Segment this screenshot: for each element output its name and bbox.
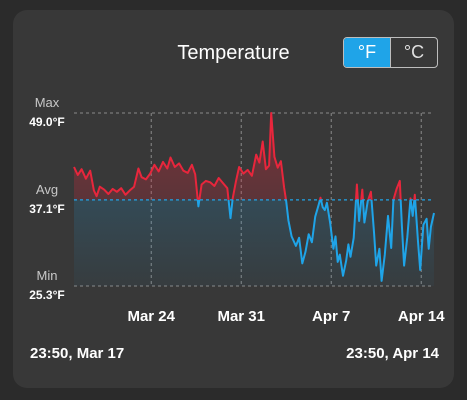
y-marker-value: 49.0°F (29, 115, 64, 129)
chart-title: Temperature (177, 42, 290, 64)
range-end-label: 23:50, Apr 14 (346, 345, 439, 362)
area-above-average (74, 113, 416, 200)
x-tick-label: Apr 7 (312, 308, 350, 325)
x-tick-label: Mar 31 (217, 308, 265, 325)
unit-celsius-button[interactable]: °C (390, 38, 437, 67)
y-marker-label: Avg (36, 182, 58, 197)
range-start-label: 23:50, Mar 17 (30, 345, 125, 362)
unit-toggle: °F °C (343, 37, 438, 68)
series-line-below-average (196, 199, 435, 282)
y-marker-value: 37.1°F (29, 202, 64, 216)
x-tick-label: Mar 24 (127, 308, 175, 325)
area-below-average (74, 199, 434, 286)
series-line-above-average (73, 112, 417, 200)
unit-fahrenheit-button[interactable]: °F (344, 38, 390, 67)
y-marker-value: 25.3°F (29, 288, 64, 302)
x-tick-label: Apr 14 (398, 308, 445, 325)
y-marker-label: Max (35, 95, 60, 110)
y-marker-label: Min (37, 268, 58, 283)
